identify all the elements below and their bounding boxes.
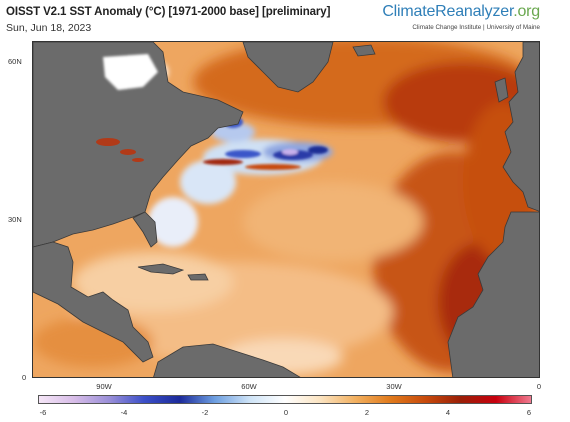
colorbar-tick: 2: [364, 408, 370, 417]
anomaly-colorbar: [38, 395, 532, 404]
north-america: [33, 42, 244, 248]
map-title: OISST V2.1 SST Anomaly (°C) [1971-2000 b…: [6, 6, 331, 18]
hispaniola: [187, 273, 209, 281]
africa: [447, 211, 539, 377]
lon-label-90w: 90W: [96, 382, 112, 391]
south-america: [153, 343, 301, 377]
great-lakes: [96, 138, 144, 162]
lat-label-0: 0: [22, 373, 27, 382]
florida: [132, 211, 158, 248]
map-date: Sun, Jun 18, 2023: [6, 22, 92, 34]
lon-label-0: 0: [536, 382, 542, 391]
lon-label-60w: 60W: [241, 382, 257, 391]
lat-label-60n: 60N: [8, 57, 22, 66]
hudson-bay-ice: [103, 54, 158, 90]
brand-institute: Climate Change Institute | University of…: [412, 24, 540, 31]
colorbar-tick: 4: [445, 408, 451, 417]
sst-anomaly-map: [32, 41, 540, 378]
ocean-anomaly-field: [33, 42, 539, 377]
greenland: [242, 42, 334, 93]
central-america: [33, 241, 154, 363]
colorbar-tick: 6: [526, 408, 532, 417]
brand-name: ClimateReanalyzer: [382, 3, 514, 20]
iceland: [352, 44, 376, 57]
british-isles: [494, 77, 509, 103]
brand-domain: .org: [513, 3, 540, 20]
colorbar-tick: -6: [39, 408, 47, 417]
colorbar-tick: 0: [283, 408, 289, 417]
cuba: [137, 263, 185, 275]
europe: [502, 42, 539, 212]
colorbar-tick: -4: [120, 408, 128, 417]
lat-label-30n: 30N: [8, 215, 22, 224]
land-masses: [33, 42, 539, 377]
lon-label-30w: 30W: [386, 382, 402, 391]
colorbar-tick: -2: [201, 408, 209, 417]
brand-logo[interactable]: ClimateReanalyzer.org: [382, 3, 540, 21]
